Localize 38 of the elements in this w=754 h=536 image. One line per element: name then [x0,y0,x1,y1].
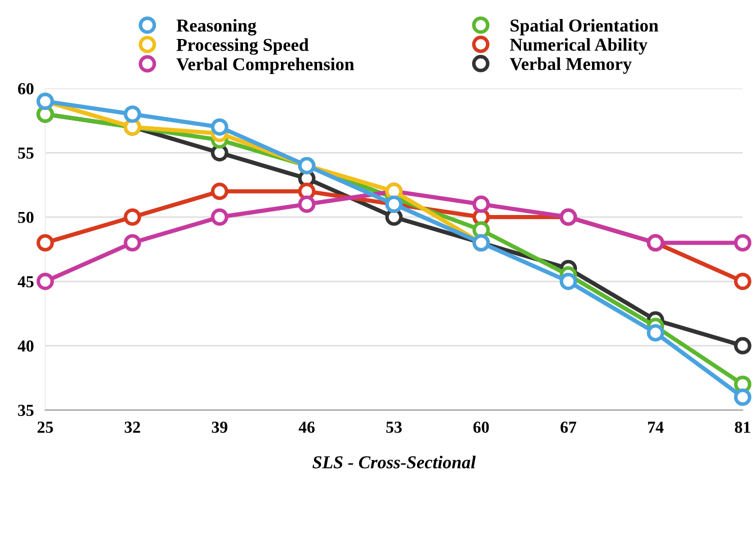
legend-label: Numerical Ability [510,38,648,55]
x-axis-title: SLS - Cross-Sectional [312,456,476,468]
point [298,196,316,213]
x-tick-label: 74 [648,422,664,433]
point [734,337,752,354]
point [472,196,490,213]
legend-label: Verbal Memory [510,57,632,74]
point [560,272,578,290]
point [124,105,142,123]
y-tick-label: 35 [18,404,34,416]
legend-label: Processing Speed [176,38,309,55]
x-tick-label: 53 [386,422,402,433]
x-tick-label: 39 [212,422,228,433]
y-tick-label: 50 [18,212,34,224]
y-tick-label: 60 [18,83,34,94]
y-tick-label: 55 [18,148,34,159]
point [734,388,752,406]
x-tick-label: 60 [473,422,489,433]
point [210,182,228,200]
x-tick-label: 46 [298,422,315,433]
point [36,234,54,252]
point [734,234,752,252]
point [210,118,228,136]
x-tick-label: 67 [560,422,576,433]
x-tick-label: 32 [124,422,140,433]
point [124,234,142,252]
y-tick-label: 45 [18,276,34,288]
x-tick-label: 25 [38,422,53,433]
legend-label: Spatial Orientation [510,18,658,36]
y-tick-label: 40 [18,340,34,352]
point [646,324,664,342]
point [36,272,54,290]
point [210,208,228,226]
x-tick-label: 81 [734,422,750,433]
legend-label: Verbal Comprehension [176,58,354,74]
point [734,272,752,290]
point [124,208,142,226]
legend-label: Reasoning [176,18,256,36]
